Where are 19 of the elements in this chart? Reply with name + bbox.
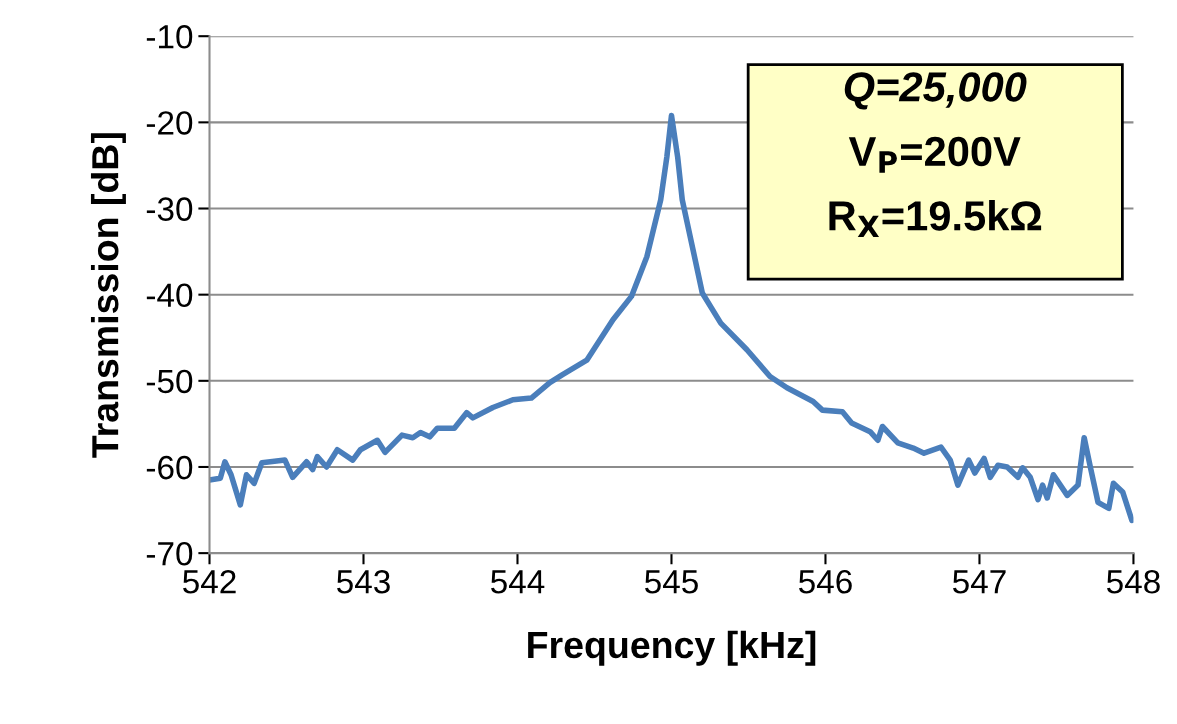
y-tick-label: -50 [146,369,193,394]
annotation: R$_{X}$=19.5kΩ [829,200,1042,238]
x-tick-label: 547 [952,570,1006,594]
x-tick-label: 542 [183,569,236,594]
x-tick-label: 543 [337,569,390,594]
y-tick-label: -30 [146,197,193,221]
y-tick-label: -70 [146,541,193,566]
y-axis-title: Transmission [dB] [90,133,126,458]
x-tick-label: 544 [491,570,545,594]
x-tick-label: 546 [799,569,852,594]
y-tick-label: -40 [146,283,193,308]
annotation: V$_{P}$=200V [848,136,1021,173]
y-tick-label: -20 [146,111,193,135]
y-tick-label: -10 [146,25,193,49]
x-tick-label: 548 [1106,569,1160,594]
annotation: Q=25,000 [844,72,1027,110]
x-axis-title: Frequency [kHz] [528,630,816,666]
x-tick-label: 545 [645,570,698,594]
y-tick-label: -60 [146,455,193,480]
